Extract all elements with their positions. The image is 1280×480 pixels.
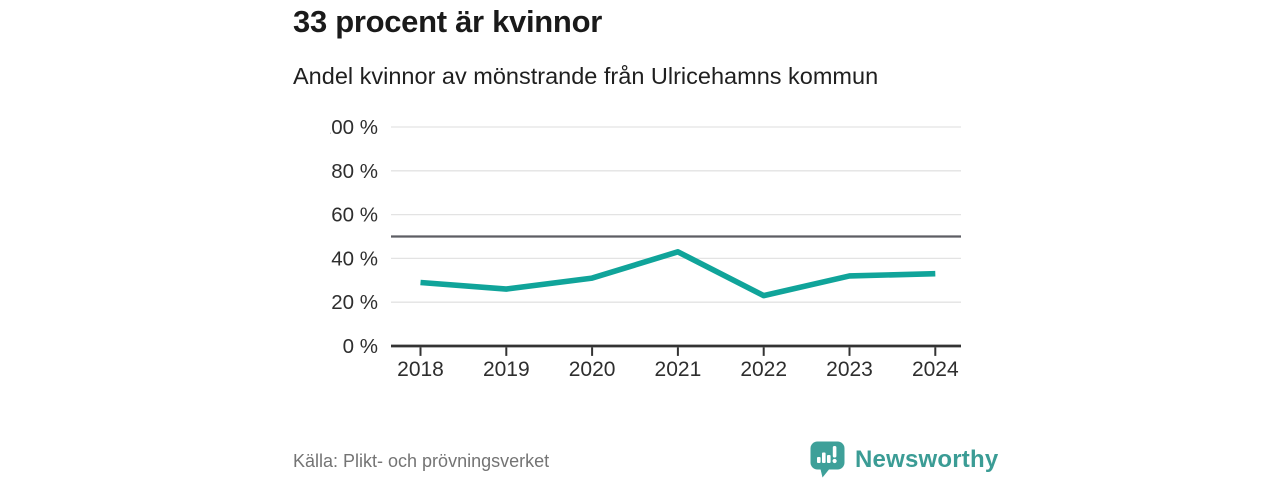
y-tick-label: 100 %	[330, 116, 378, 139]
x-tick-label: 2019	[483, 358, 530, 381]
line-chart-svg: 2018 2019 2020 2021 2022 2023 2024 0 % 20 % 40 % 6…	[330, 116, 961, 381]
newsworthy-logo-icon	[810, 441, 845, 478]
y-tick-label: 20 %	[331, 291, 378, 314]
chart-subtitle: Andel kvinnor av mönstrande från Ulriceh…	[293, 63, 879, 89]
y-tick-label: 80 %	[331, 160, 378, 183]
x-tick-label: 2018	[397, 358, 444, 381]
y-tick-label: 0 %	[343, 335, 378, 358]
newsworthy-logo-text: Newsworthy	[855, 445, 999, 473]
x-tick-label: 2022	[740, 358, 787, 381]
x-tick-label: 2021	[655, 358, 702, 381]
source-note: Källa: Plikt- och prövningsverket	[293, 451, 550, 471]
x-tick-label: 2023	[826, 358, 873, 381]
y-tick-label: 40 %	[331, 247, 378, 270]
y-tick-label: 60 %	[331, 204, 378, 227]
chart-title: 33 procent är kvinnor	[293, 4, 602, 39]
series-line	[420, 249, 936, 299]
line-chart: 2018 2019 2020 2021 2022 2023 2024 0 % 20 % 40 % 6…	[330, 108, 990, 400]
newsworthy-logo: Newsworthy	[809, 440, 998, 479]
x-tick-label: 2020	[569, 358, 616, 381]
x-tick-label: 2024	[912, 358, 959, 381]
